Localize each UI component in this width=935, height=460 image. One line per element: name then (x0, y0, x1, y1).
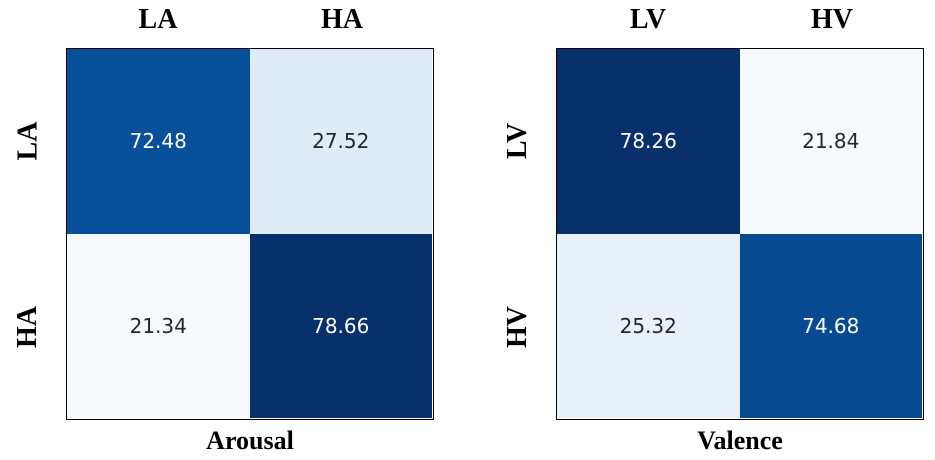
heatmap-cell-r0-c0: 72.48 (67, 49, 250, 234)
x-axis-label: Valence (697, 426, 783, 455)
col-label-ha: HA (321, 4, 363, 35)
heatmap-cell-r1-c0: 25.32 (557, 233, 740, 418)
heatmap-cell-r0-c1: 27.52 (249, 49, 432, 234)
col-label-hv: HV (811, 4, 853, 35)
col-label-lv: LV (629, 4, 667, 35)
row-label-la: LA (12, 121, 43, 161)
row-label-hv: HV (502, 306, 533, 348)
heatmap-cell-r0-c1: 21.84 (739, 49, 922, 234)
heatmap-cell-r0-c0: 78.26 (557, 49, 740, 234)
x-axis-label: Arousal (206, 426, 294, 455)
row-label-lv: LV (501, 122, 533, 160)
heatmap-grid: 72.48 27.52 21.34 78.66 (66, 48, 434, 420)
heatmap-cell-r1-c0: 21.34 (67, 233, 250, 418)
arousal-confusion-matrix: LA HA LA HA 72.48 27.52 21.34 78.66 Arousal (0, 0, 434, 460)
col-label-la: LA (138, 4, 178, 35)
heatmap-cell-r1-c1: 78.66 (249, 233, 432, 418)
heatmap-cell-r1-c1: 74.68 (739, 233, 922, 418)
heatmap-grid: 78.26 21.84 25.32 74.68 (556, 48, 924, 420)
row-label-ha: HA (12, 306, 43, 348)
valence-confusion-matrix: LV HV LV HV 78.26 21.84 25.32 74.68 Valence (490, 0, 924, 460)
